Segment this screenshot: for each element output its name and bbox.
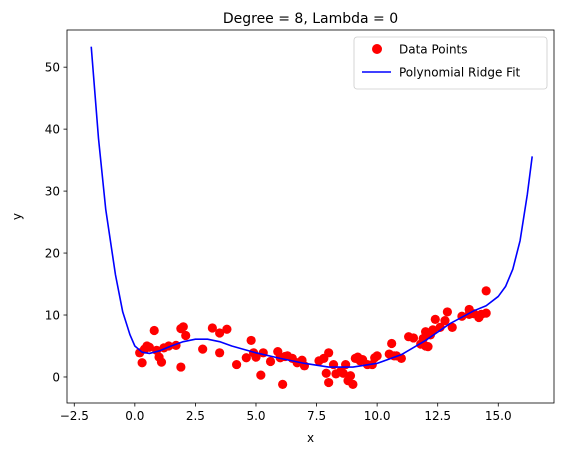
y-tick-label: 40 xyxy=(45,122,60,136)
x-tick-label: 5.0 xyxy=(246,409,265,423)
data-point xyxy=(481,308,491,318)
x-tick-label: −2.5 xyxy=(60,409,89,423)
data-point xyxy=(246,335,256,346)
x-tick-label: 12.5 xyxy=(424,409,451,423)
y-axis-label: y xyxy=(10,213,24,220)
data-point xyxy=(137,358,147,368)
data-point xyxy=(442,307,452,317)
legend-marker-data-points xyxy=(372,44,382,54)
legend: Data Points Polynomial Ridge Fit xyxy=(353,36,548,90)
data-point xyxy=(176,362,186,372)
x-tick-label: 0.0 xyxy=(125,409,144,423)
data-point xyxy=(324,377,334,388)
data-point xyxy=(178,322,188,332)
data-point xyxy=(324,348,334,358)
data-point xyxy=(430,314,440,324)
plot-marks xyxy=(90,46,533,390)
data-point xyxy=(181,330,191,341)
data-point xyxy=(428,325,438,335)
fit-curve xyxy=(90,46,533,368)
y-tick-label: 0 xyxy=(52,370,60,384)
legend-box xyxy=(353,36,548,90)
data-point xyxy=(256,370,266,380)
data-point xyxy=(232,359,242,370)
data-point xyxy=(423,342,433,352)
data-point xyxy=(156,357,167,367)
data-point xyxy=(440,315,450,326)
x-axis-label: x xyxy=(307,431,314,445)
x-tick-label: 10.0 xyxy=(364,409,391,423)
plot-frame xyxy=(66,29,555,404)
data-point xyxy=(222,324,232,334)
data-point xyxy=(251,352,261,362)
data-point xyxy=(215,348,225,358)
data-point xyxy=(338,368,348,378)
data-point xyxy=(321,368,331,378)
y-tick-label: 50 xyxy=(45,60,60,74)
x-tick-label: 7.5 xyxy=(307,409,326,423)
data-point xyxy=(387,338,397,349)
y-tick-label: 20 xyxy=(45,246,60,260)
data-point xyxy=(408,333,419,343)
y-tick-label: 10 xyxy=(45,308,60,322)
x-tick-label: 2.5 xyxy=(186,409,205,423)
data-point xyxy=(215,328,225,338)
axes: −2.5 0.0 2.5 5.0 7.5 10.0 12.5 15.0 0 10 20 30 40 50 xyxy=(45,60,512,423)
y-tick-label: 30 xyxy=(45,184,60,198)
data-point xyxy=(265,356,276,367)
data-point xyxy=(345,371,356,381)
data-point xyxy=(198,344,208,354)
data-point xyxy=(144,342,154,352)
data-point xyxy=(149,325,159,336)
x-tick-label: 15.0 xyxy=(485,409,512,423)
data-point xyxy=(278,379,288,390)
data-point xyxy=(481,286,491,296)
legend-label-data-points: Data Points xyxy=(399,43,468,57)
data-point xyxy=(372,351,382,361)
data-point xyxy=(348,379,358,390)
data-point xyxy=(241,353,251,363)
chart-title: Degree = 8, Lambda = 0 xyxy=(223,11,398,27)
legend-label-fit: Polynomial Ridge Fit xyxy=(399,66,521,80)
data-point xyxy=(207,323,217,333)
data-point xyxy=(447,322,457,333)
